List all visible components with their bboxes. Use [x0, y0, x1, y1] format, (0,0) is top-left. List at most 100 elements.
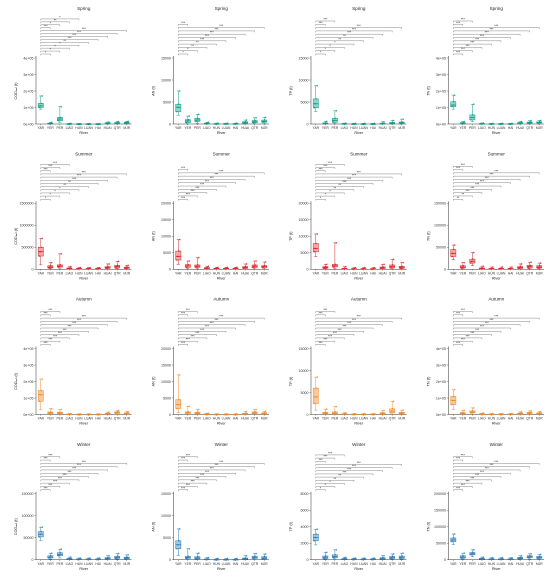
data-point: [126, 412, 128, 414]
y-axis-label: CODₘₙ (t): [14, 227, 18, 245]
x-tick-label: LIAO: [66, 417, 74, 421]
data-point: [313, 539, 316, 542]
x-tick-label: HUAI: [516, 417, 524, 421]
x-tick-label: LIAO: [341, 271, 349, 275]
data-point: [529, 411, 531, 414]
data-point: [500, 267, 503, 270]
significance-label: ***: [352, 464, 357, 468]
panel-spring-2: Spring***********************05000100001…: [289, 6, 407, 135]
data-point: [383, 409, 385, 412]
y-axis-label: CODₘₙ (t): [14, 372, 18, 390]
x-axis-label: River: [79, 276, 89, 280]
data-point: [49, 556, 51, 558]
data-point: [511, 266, 513, 268]
y-tick-label: 15000: [161, 492, 171, 496]
data-point: [59, 116, 62, 119]
data-point: [89, 557, 91, 559]
panel-spring-1: Spring************************0500010000…: [152, 6, 269, 135]
x-tick-label: HUAI: [104, 271, 112, 275]
significance-label: **: [462, 192, 465, 196]
significance-bracket: [315, 314, 326, 317]
y-axis-label: CODₘₙ (t): [14, 518, 18, 536]
data-point: [383, 554, 385, 557]
y-tick-label: 10000: [299, 369, 309, 373]
x-axis-label: River: [492, 276, 502, 280]
y-axis-label: TP (t): [289, 376, 293, 386]
x-axis-label: River: [354, 422, 364, 426]
data-point: [324, 265, 327, 268]
y-tick-label: 5000: [301, 391, 309, 395]
significance-label: *: [329, 480, 331, 484]
y-tick-label: 0: [169, 268, 171, 272]
significance-label: ***: [77, 318, 82, 322]
data-point: [461, 556, 464, 558]
significance-label: **: [338, 37, 341, 41]
y-axis-label: AN (t): [152, 521, 156, 532]
data-point: [263, 264, 266, 267]
significance-bracket: [315, 470, 383, 473]
x-tick-label: MJR: [536, 126, 543, 130]
significance-label: **: [196, 41, 199, 45]
data-point: [402, 409, 404, 411]
significance-label: ***: [461, 308, 466, 312]
data-point: [325, 551, 328, 554]
data-point: [313, 106, 316, 109]
y-axis-label: TN (t): [427, 376, 431, 386]
data-point: [390, 410, 393, 412]
data-point: [226, 413, 229, 415]
significance-bracket: [40, 317, 127, 320]
data-point: [335, 242, 338, 244]
data-point: [59, 264, 62, 266]
x-tick-label: YER: [47, 126, 54, 130]
data-point: [235, 267, 237, 270]
data-point: [392, 400, 395, 403]
significance-label: ***: [67, 325, 72, 329]
significance-bracket: [315, 467, 393, 469]
data-point: [452, 539, 454, 541]
significance-bracket: [315, 173, 402, 176]
x-tick-label: LIAO: [341, 126, 349, 130]
box-iqr: [312, 387, 319, 404]
x-tick-label: LUAN: [497, 417, 506, 421]
x-tick-label: PER: [56, 562, 63, 566]
data-point: [520, 263, 523, 265]
significance-label: ***: [48, 453, 53, 457]
significance-label: ***: [352, 174, 357, 178]
significance-bracket: [40, 334, 80, 336]
x-tick-label: HUN: [488, 417, 496, 421]
data-point: [530, 410, 532, 412]
x-tick-label: HAI: [508, 126, 514, 130]
significance-bracket: [178, 314, 188, 317]
x-tick-label: QTR: [114, 126, 122, 130]
significance-bracket: [40, 30, 127, 33]
significance-label: ***: [470, 476, 475, 480]
x-tick-label: MJR: [536, 417, 543, 421]
significance-bracket: [178, 24, 188, 26]
x-tick-label: HUAI: [516, 271, 524, 275]
x-tick-label: MJR: [261, 271, 268, 275]
data-point: [49, 554, 52, 557]
significance-bracket: [40, 36, 108, 38]
panel-summer-0: Summer**************************05000001…: [14, 151, 132, 280]
significance-label: ***: [200, 473, 205, 477]
x-tick-label: YER: [459, 417, 466, 421]
significance-label: *: [334, 41, 336, 45]
y-tick-label: 3e+05: [23, 363, 33, 367]
x-tick-label: LIAO: [203, 126, 211, 130]
data-point: [373, 412, 376, 415]
significance-bracket: [178, 27, 265, 29]
significance-bracket: [453, 185, 502, 188]
significance-bracket: [453, 482, 483, 485]
data-point: [334, 411, 337, 413]
x-tick-label: LIAO: [478, 271, 486, 275]
x-tick-label: PER: [469, 417, 476, 421]
x-tick-label: YER: [322, 417, 329, 421]
data-point: [452, 537, 455, 539]
significance-label: ***: [461, 483, 466, 487]
significance-bracket: [453, 314, 463, 317]
y-tick-label: 0: [169, 558, 171, 562]
x-tick-label: LUAN: [84, 271, 93, 275]
y-tick-label: 15000: [299, 347, 309, 351]
significance-label: ***: [82, 460, 87, 464]
x-tick-label: MJR: [123, 417, 130, 421]
